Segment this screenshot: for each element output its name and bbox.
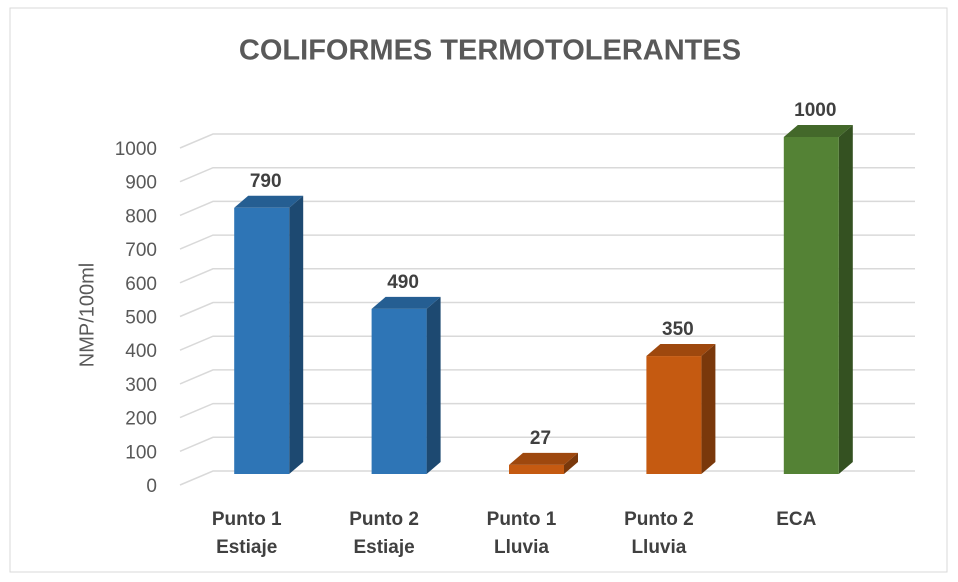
y-axis-title: NMP/100ml [76, 263, 98, 367]
bar-top [371, 296, 441, 309]
data-label: 790 [250, 171, 282, 192]
bar-side [701, 344, 716, 474]
bar [234, 207, 290, 474]
x-tick-label: Punto 2 [624, 509, 694, 530]
bar-side [289, 195, 304, 474]
grid-line [179, 335, 915, 351]
chart-title: COLIFORMES TERMOTOLERANTES [239, 35, 741, 67]
y-tick-label: 600 [125, 274, 157, 295]
y-tick-label: 200 [125, 409, 157, 430]
grid-line [179, 200, 915, 217]
x-tick-label: Punto 1 [212, 509, 282, 530]
data-label: 490 [387, 272, 419, 293]
grid-line [179, 301, 915, 318]
bar [509, 464, 564, 474]
y-tick-label: 500 [125, 308, 157, 329]
y-tick-label: 0 [146, 476, 157, 497]
grid-line [179, 268, 915, 284]
x-tick-label: Punto 1 [487, 509, 557, 530]
y-tick-label: 100 [125, 442, 157, 463]
grid-line [179, 133, 915, 149]
x-tick-label: Estiaje [216, 537, 277, 558]
y-tick-label: 1000 [115, 139, 157, 160]
y-tick-label: 300 [125, 375, 157, 396]
grid-line [179, 166, 915, 183]
x-tick-label: Lluvia [494, 537, 549, 558]
y-tick-label: 900 [125, 173, 157, 194]
bar-top [783, 125, 853, 137]
x-tick-label: Punto 2 [349, 509, 419, 530]
y-tick-label: 700 [125, 240, 157, 261]
data-label: 350 [662, 319, 694, 340]
y-tick-label: 800 [125, 206, 157, 227]
x-tick-label: Lluvia [631, 537, 686, 558]
bar-top [509, 452, 578, 465]
bar-side [838, 125, 853, 474]
x-tick-label: Estiaje [353, 537, 414, 558]
bar-top [646, 344, 716, 357]
bar [783, 137, 839, 474]
bar [646, 356, 702, 474]
y-tick-label: 400 [125, 341, 157, 362]
grid-line [179, 234, 915, 250]
x-tick-label: ECA [776, 509, 816, 530]
bar-side [564, 452, 578, 474]
data-label: 1000 [794, 100, 836, 121]
bar [371, 308, 427, 474]
bar-side [426, 296, 441, 474]
bar-top [234, 195, 304, 208]
data-label: 27 [530, 428, 551, 449]
